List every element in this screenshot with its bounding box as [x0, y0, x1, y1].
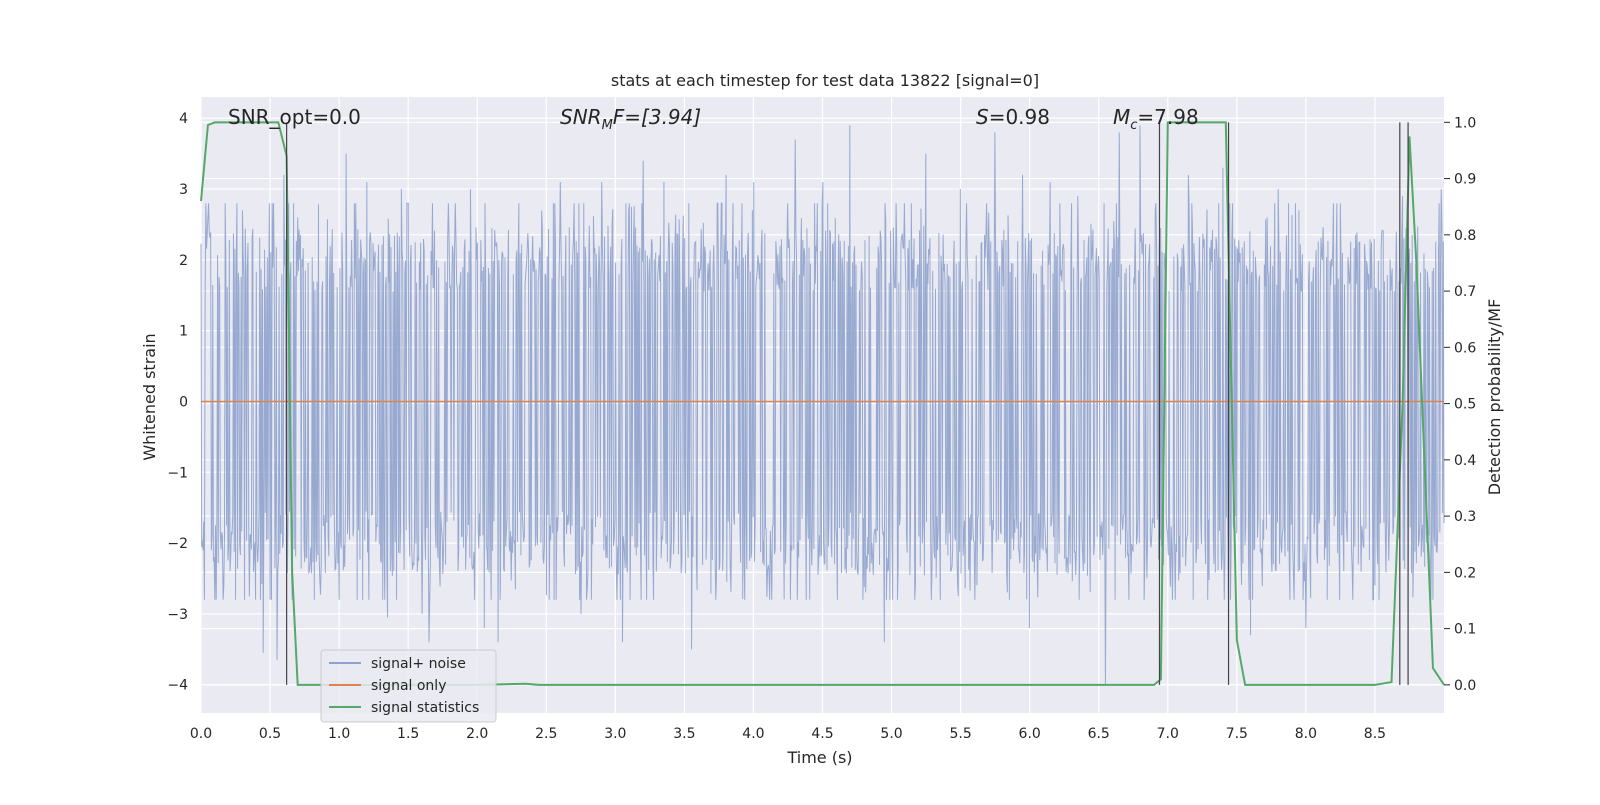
signal-noise-series — [200, 125, 1445, 685]
y2-tick-label: 0.2 — [1454, 565, 1476, 581]
y-tick-label: 3 — [179, 182, 188, 198]
x-tick-label: 2.5 — [535, 726, 557, 742]
y-tick-label: 4 — [179, 111, 188, 127]
annotation-snr-opt: SNR_opt=0.0 — [228, 105, 361, 129]
annotation-mc: Mc=7.98 — [1113, 105, 1199, 133]
y2-axis-ticks: 1.0 0.9 0.8 0.7 0.6 0.5 0.4 0.3 0.2 0.1 0.0 — [1444, 115, 1476, 694]
x-tick-label: 3.5 — [673, 726, 695, 742]
legend-label-signal-only: signal only — [371, 678, 446, 694]
y2-tick-label: 0.7 — [1454, 284, 1476, 300]
y-tick-label: −1 — [167, 465, 188, 481]
x-tick-label: 6.5 — [1088, 726, 1110, 742]
x-tick-label: 5.5 — [949, 726, 971, 742]
x-tick-label: 1.5 — [397, 726, 419, 742]
y2-tick-label: 0.3 — [1454, 509, 1476, 525]
y-axis-label: Whitened strain — [140, 333, 159, 460]
signal-noise-line — [200, 125, 1445, 685]
y2-tick-label: 0.8 — [1454, 228, 1476, 244]
y-tick-label: 1 — [179, 324, 188, 340]
x-tick-label: 1.0 — [328, 726, 350, 742]
x-tick-label: 5.0 — [880, 726, 902, 742]
y2-axis-label: Detection probability/MF — [1485, 299, 1504, 496]
legend-label-signal-noise: signal+ noise — [371, 656, 466, 672]
y2-tick-label: 0.1 — [1454, 622, 1476, 638]
x-tick-label: 8.5 — [1364, 726, 1386, 742]
y2-tick-label: 0.9 — [1454, 172, 1476, 188]
x-tick-label: 7.0 — [1157, 726, 1179, 742]
x-tick-label: 2.0 — [466, 726, 488, 742]
x-tick-label: 7.5 — [1226, 726, 1248, 742]
y-tick-label: 0 — [179, 394, 188, 410]
detection-markers — [286, 122, 1409, 685]
x-tick-label: 0.0 — [190, 726, 212, 742]
x-tick-label: 4.0 — [742, 726, 764, 742]
y2-tick-label: 0.5 — [1454, 397, 1476, 413]
y-tick-label: 2 — [179, 253, 188, 269]
y2-tick-label: 0.6 — [1454, 340, 1476, 356]
y2-tick-label: 0.0 — [1454, 678, 1476, 694]
chart-title: stats at each timestep for test data 138… — [611, 71, 1039, 90]
y2-tick-label: 1.0 — [1454, 115, 1476, 131]
legend-box — [320, 649, 497, 723]
x-tick-label: 4.5 — [811, 726, 833, 742]
x-tick-label: 8.0 — [1295, 726, 1317, 742]
legend-label-signal-statistics: signal statistics — [371, 700, 479, 716]
x-axis-label: Time (s) — [786, 748, 852, 767]
signal-statistics-series — [200, 121, 1445, 686]
annotation-s: S=0.98 — [976, 105, 1050, 129]
x-tick-label: 3.0 — [604, 726, 626, 742]
legend: signal+ noise signal only signal statist… — [320, 649, 497, 723]
x-tick-label: 6.0 — [1019, 726, 1041, 742]
y-axis-ticks: 4 3 2 1 0 −1 −2 −3 −4 — [167, 111, 188, 693]
signal-statistics-line — [200, 121, 1445, 686]
y-tick-label: −3 — [167, 607, 188, 623]
y-tick-label: −2 — [167, 536, 188, 552]
x-axis-ticks: 0.0 0.5 1.0 1.5 2.0 2.5 3.0 3.5 4.0 4.5 5.0 5.5 6.0 6… — [190, 726, 1386, 742]
y-tick-label: −4 — [167, 678, 188, 694]
x-tick-label: 0.5 — [259, 726, 281, 742]
annotation-snr-mf: SNRMF=[3.94] — [560, 105, 701, 133]
y2-tick-label: 0.4 — [1454, 453, 1476, 469]
